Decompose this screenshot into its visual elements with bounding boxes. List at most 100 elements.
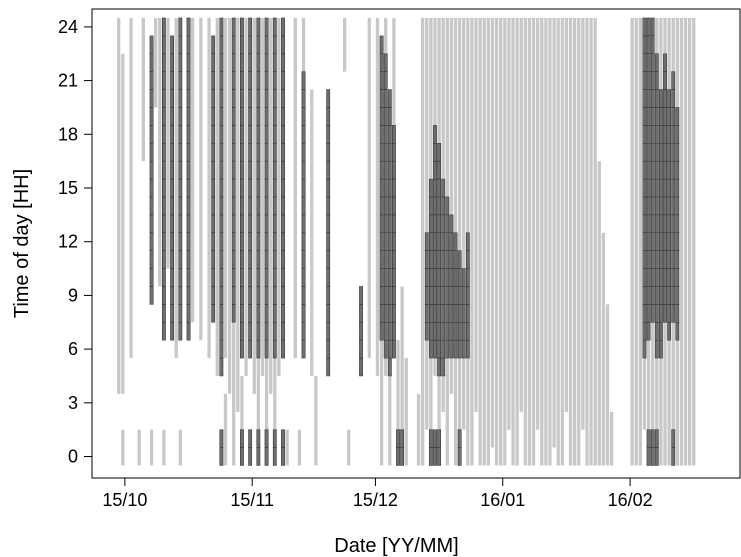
dark-cell bbox=[445, 339, 450, 359]
dark-cell bbox=[433, 250, 437, 269]
dark-cell bbox=[663, 71, 667, 90]
dark-cell bbox=[400, 429, 405, 448]
dark-cell bbox=[178, 53, 183, 72]
dark-cell bbox=[211, 250, 216, 269]
dark-cell bbox=[663, 232, 667, 251]
light-cell bbox=[519, 17, 523, 412]
dark-cell bbox=[231, 160, 236, 180]
dark-cell bbox=[671, 178, 676, 198]
dark-cell bbox=[424, 232, 429, 251]
dark-cell bbox=[326, 304, 331, 323]
dark-cell bbox=[211, 107, 216, 126]
dark-cell bbox=[671, 196, 676, 216]
dark-cell bbox=[433, 447, 437, 466]
light-cell bbox=[688, 17, 692, 466]
dark-cell bbox=[301, 339, 306, 359]
dark-cell bbox=[392, 232, 396, 251]
light-cell bbox=[174, 17, 178, 359]
dark-cell bbox=[383, 71, 388, 90]
dark-cell bbox=[231, 268, 236, 287]
dark-cell bbox=[281, 71, 285, 90]
light-cell bbox=[416, 393, 421, 466]
dark-cell bbox=[256, 214, 261, 234]
dark-cell bbox=[663, 268, 667, 287]
dark-cell bbox=[428, 429, 433, 448]
dark-cell bbox=[231, 214, 236, 234]
dark-cell bbox=[646, 232, 651, 251]
dark-cell bbox=[392, 125, 396, 144]
dark-cell bbox=[453, 322, 458, 341]
dark-cell bbox=[248, 322, 253, 341]
dark-cell bbox=[383, 178, 388, 198]
dark-cell bbox=[149, 89, 154, 108]
dark-cell bbox=[433, 178, 437, 198]
dark-cell bbox=[387, 89, 392, 108]
dark-cell bbox=[663, 250, 667, 269]
dark-cell bbox=[219, 160, 224, 180]
light-cell bbox=[223, 393, 228, 466]
dark-cell bbox=[654, 160, 659, 180]
dark-cell bbox=[654, 89, 659, 108]
dark-cell bbox=[457, 250, 462, 269]
dark-cell bbox=[650, 71, 655, 90]
dark-cell bbox=[248, 286, 253, 305]
dark-cell bbox=[642, 339, 647, 359]
dark-cell bbox=[240, 160, 244, 180]
dark-cell bbox=[301, 286, 306, 305]
dark-cell bbox=[326, 196, 331, 216]
dark-cell bbox=[383, 89, 388, 108]
dark-cell bbox=[441, 268, 446, 287]
dark-cell bbox=[161, 107, 166, 126]
dark-cell bbox=[650, 107, 655, 126]
dark-cell bbox=[264, 232, 269, 251]
dark-cell bbox=[240, 143, 244, 162]
dark-cell bbox=[424, 286, 429, 305]
dark-cell bbox=[186, 196, 191, 216]
dark-cell bbox=[659, 160, 663, 180]
dark-cell bbox=[437, 339, 441, 359]
light-cell bbox=[285, 429, 289, 466]
dark-cell bbox=[186, 35, 191, 54]
dark-cell bbox=[646, 447, 651, 466]
dark-cell bbox=[445, 214, 450, 234]
dark-cell bbox=[441, 339, 446, 359]
light-cell bbox=[511, 17, 515, 466]
dark-cell bbox=[326, 89, 331, 108]
light-cell bbox=[540, 17, 544, 466]
dark-cell bbox=[231, 196, 236, 216]
dark-cell bbox=[248, 71, 253, 90]
dark-cell bbox=[248, 143, 253, 162]
dark-cell bbox=[437, 196, 441, 216]
dark-cell bbox=[646, 35, 651, 54]
dark-cell bbox=[149, 178, 154, 198]
dark-cell bbox=[671, 250, 676, 269]
light-cell bbox=[605, 304, 610, 466]
dark-cell bbox=[170, 232, 175, 251]
dark-cell bbox=[264, 160, 269, 180]
dark-cell bbox=[248, 429, 253, 448]
dark-cell bbox=[161, 250, 166, 269]
dark-cell bbox=[642, 71, 647, 90]
dark-cell bbox=[667, 178, 672, 198]
dark-cell bbox=[445, 250, 450, 269]
dark-cell bbox=[392, 160, 396, 180]
dark-cell bbox=[383, 339, 388, 359]
dark-cell bbox=[301, 71, 306, 90]
dark-cell bbox=[281, 214, 285, 234]
dark-cell bbox=[248, 89, 253, 108]
dark-cell bbox=[231, 143, 236, 162]
dark-cell bbox=[240, 107, 244, 126]
dark-cell bbox=[231, 304, 236, 323]
dark-cell bbox=[383, 322, 388, 341]
dark-cell bbox=[186, 304, 191, 323]
dark-cell bbox=[437, 268, 441, 287]
dark-cell bbox=[433, 160, 437, 180]
light-cell bbox=[252, 17, 256, 394]
dark-cell bbox=[379, 304, 384, 323]
dark-cell bbox=[428, 304, 433, 323]
dark-cell bbox=[646, 268, 651, 287]
light-cell bbox=[474, 17, 478, 412]
dark-cell bbox=[461, 339, 466, 359]
dark-cell bbox=[281, 304, 285, 323]
dark-cell bbox=[178, 17, 183, 37]
